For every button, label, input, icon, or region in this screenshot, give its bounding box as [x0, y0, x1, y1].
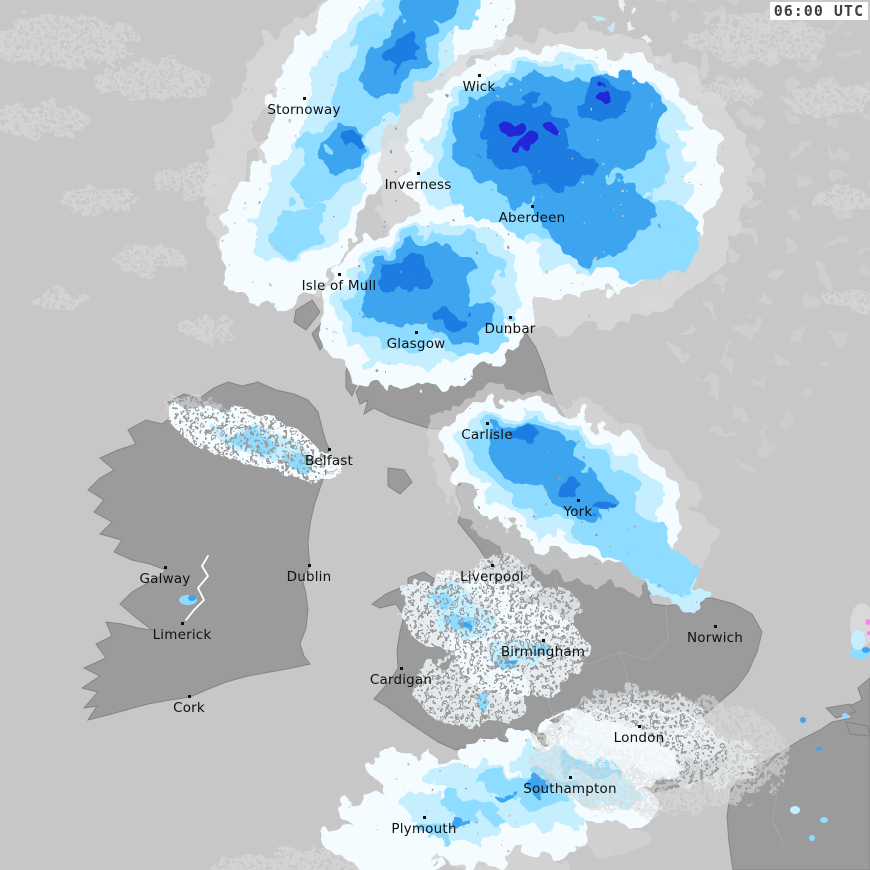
precip-midlands-wales — [402, 556, 586, 728]
precip-channel-drizzle — [530, 690, 790, 815]
precip-small-echoes — [179, 595, 870, 841]
islands-dutch-delta — [824, 703, 870, 737]
island-islay — [293, 299, 321, 331]
precip-northern-england — [429, 390, 711, 606]
timestamp: 06:00 UTC — [769, 2, 868, 20]
sea-drizzle-speckle — [0, 14, 870, 870]
river-shannon — [185, 555, 210, 621]
precip-central-scotland — [318, 210, 542, 390]
precip-northern-ireland — [166, 396, 342, 480]
island-isle-of-man — [387, 467, 413, 495]
